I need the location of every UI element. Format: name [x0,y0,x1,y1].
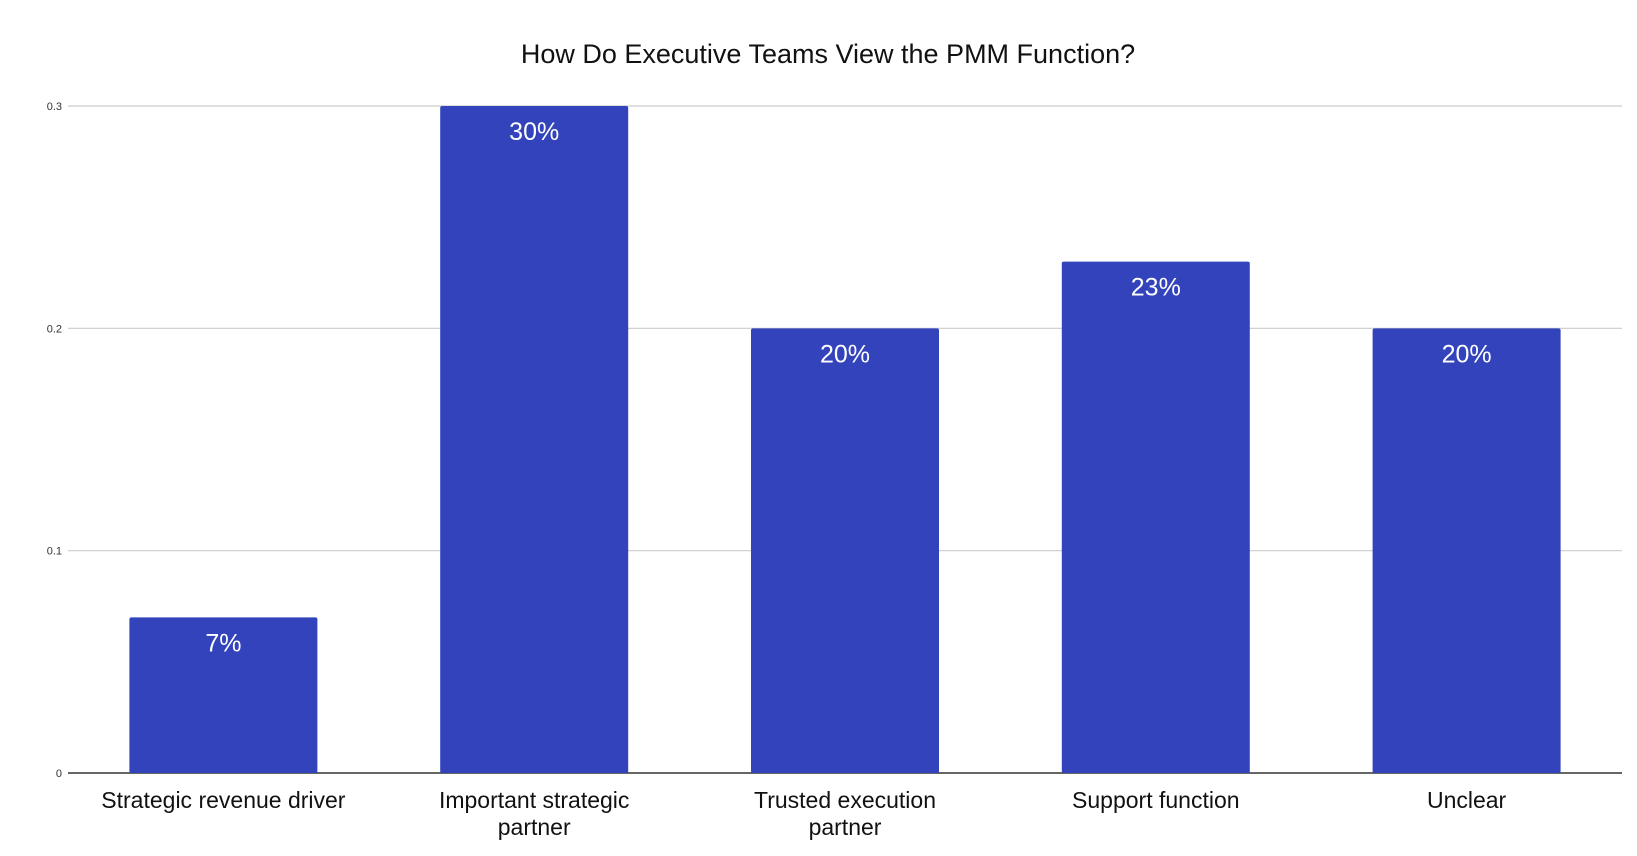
x-tick-label: Important strategic [439,787,629,813]
y-tick-label: 0.3 [47,101,62,113]
y-tick-label: 0.1 [47,546,62,558]
chart-title: How Do Executive Teams View the PMM Func… [521,39,1135,69]
x-axis: Strategic revenue driver Important strate… [101,787,1506,840]
x-tick-label: partner [809,814,882,840]
x-tick-label: Unclear [1427,787,1507,813]
bar [1372,328,1561,773]
x-tick-label: Trusted execution [754,787,936,813]
x-tick-label: partner [498,814,571,840]
y-tick-label: 0.2 [47,323,62,335]
data-label: 30% [509,118,559,146]
x-tick-label: Support function [1072,787,1240,813]
bars: 7% 30% 20% 23% 20% [129,106,1561,773]
x-tick-label: Strategic revenue driver [101,787,346,813]
data-label: 20% [1442,340,1492,368]
bar [751,328,939,773]
data-label: 23% [1131,274,1181,302]
bar [129,617,318,773]
bar [1061,261,1250,773]
data-label: 7% [205,629,241,657]
data-label: 20% [820,340,870,368]
y-axis: 0 0.1 0.2 0.3 [47,101,62,780]
bar [440,106,629,773]
y-tick-label: 0 [56,768,62,780]
